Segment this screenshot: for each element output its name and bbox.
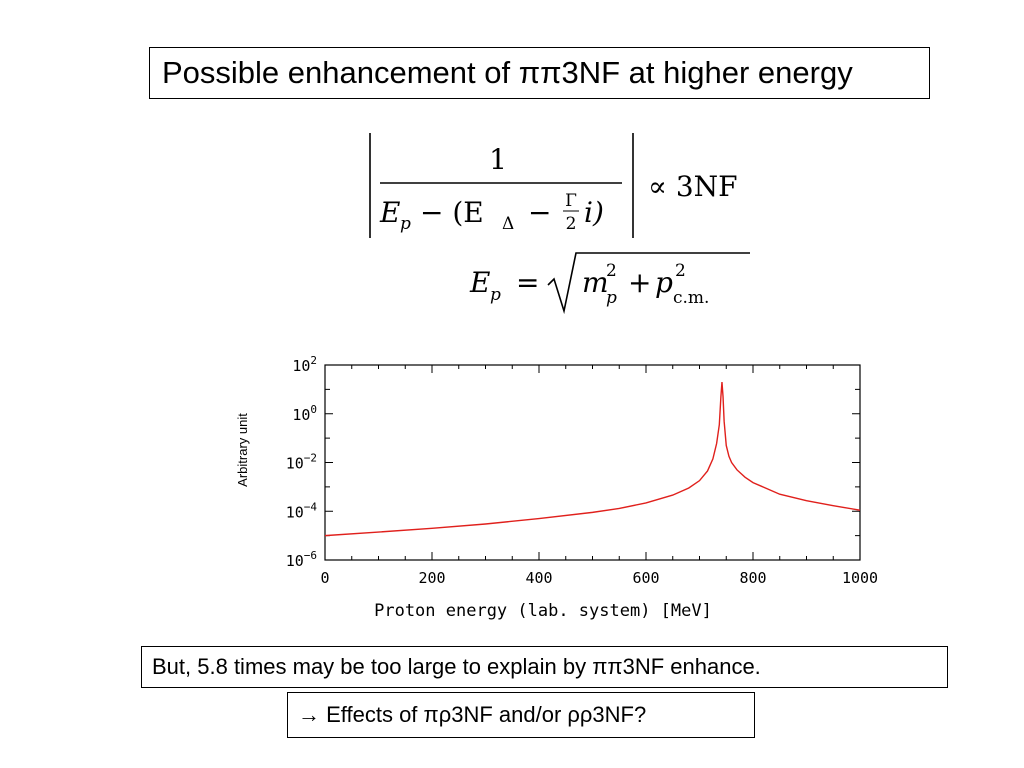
slide-title: Possible enhancement of ππ3NF at higher …: [149, 47, 930, 99]
x-tick-label: 1000: [842, 569, 878, 587]
p: p: [655, 266, 673, 299]
sqrt-sign: [547, 252, 750, 315]
chart: 0 200 400 600 800 1000 102 100 10−2 10−4 10−6 Prot…: [235, 354, 878, 621]
y-tick-label: 100: [292, 403, 317, 424]
two: 2: [566, 214, 577, 234]
m-sub: p: [606, 288, 617, 308]
gamma: Γ: [565, 191, 577, 211]
effects-box: → Effects of πρ3NF and/or ρρ3NF?: [287, 692, 755, 738]
p-sup: 2: [675, 261, 686, 281]
denominator-delta: Δ: [502, 214, 514, 234]
m: m: [582, 266, 609, 299]
propto-3nf: ∝ 3NF: [648, 170, 738, 203]
denominator-e: E: [379, 196, 400, 229]
ep-lhs: E: [469, 266, 490, 299]
x-tick-label: 600: [632, 569, 659, 587]
y-axis-label: Arbitrary unit: [235, 413, 250, 487]
m-sup: 2: [606, 261, 617, 281]
y-tick-label: 10−2: [286, 452, 317, 473]
plus: +: [628, 266, 651, 299]
x-axis-label: Proton energy (lab. system) [MeV]: [374, 601, 712, 621]
i-close: i): [584, 196, 604, 229]
x-tick-label: 400: [525, 569, 552, 587]
equals: =: [516, 266, 539, 299]
formula: 1 E p − (E Δ − Γ 2 i) ∝ 3NF E p = m 2 p …: [369, 133, 750, 315]
denominator-e-sub: p: [400, 214, 411, 234]
y-tick-label: 102: [292, 354, 317, 375]
p-sub: c.m.: [673, 288, 709, 308]
x-tick-label: 800: [739, 569, 766, 587]
x-tick-label: 0: [320, 569, 329, 587]
note-box: But, 5.8 times may be too large to expla…: [141, 646, 948, 688]
ep-lhs-sub: p: [490, 285, 501, 305]
series-line: [324, 381, 861, 537]
formula-numerator: 1: [489, 143, 507, 176]
x-tick-label: 200: [418, 569, 445, 587]
denominator-tail: −: [528, 196, 551, 229]
y-tick-label: 10−6: [286, 549, 317, 570]
denominator-minus: − (E: [420, 196, 484, 229]
y-tick-label: 10−4: [286, 500, 318, 521]
